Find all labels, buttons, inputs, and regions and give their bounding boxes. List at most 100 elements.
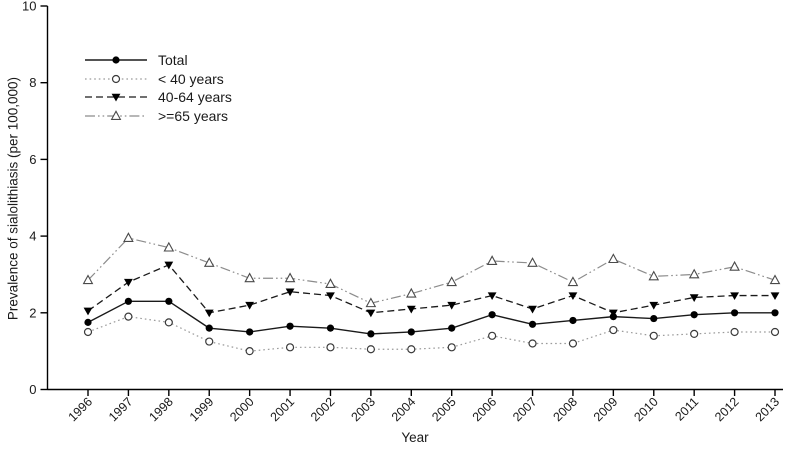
legend-item-65-plus: >=65 years (85, 107, 232, 126)
y-tick-label: 4 (29, 229, 36, 244)
legend-sample-filled-triangle-dashed-line-icon (85, 94, 147, 102)
series-line-40-years (87, 316, 775, 352)
legend-item-total: Total (85, 51, 232, 70)
x-tick-label: 2000 (227, 395, 257, 425)
open-circle-marker (447, 343, 456, 352)
y-tick-label: 10 (22, 0, 36, 14)
filled-circle-marker (286, 322, 294, 330)
legend-marker (111, 74, 121, 83)
series-line-total (87, 300, 775, 335)
open-triangle-up-marker (325, 278, 336, 288)
open-circle-marker (124, 312, 133, 321)
y-axis-ticks: 0 2 4 6 8 10 (22, 0, 48, 397)
filled-circle-marker (488, 311, 496, 319)
x-tick-label: 2001 (268, 395, 298, 425)
y-tick-label: 6 (29, 152, 36, 167)
x-tick-label: 2003 (348, 395, 378, 425)
filled-triangle-down-marker (245, 301, 255, 310)
open-triangle-up-marker (163, 241, 175, 252)
open-circle-marker (285, 343, 295, 352)
legend-marker (110, 109, 122, 120)
filled-circle-marker (326, 324, 335, 332)
open-circle-marker (205, 337, 214, 346)
open-triangle-up-marker (405, 287, 417, 298)
legend: Total < 40 years 40-64 years >=65 years (85, 51, 232, 125)
open-triangle-up-marker (244, 272, 255, 283)
filled-circle-marker (84, 318, 92, 326)
open-triangle-up-marker (648, 270, 660, 281)
filled-circle-marker (448, 324, 456, 332)
y-tick-label: 2 (29, 305, 36, 320)
open-triangle-up-marker (567, 276, 579, 287)
open-triangle-up-marker (688, 268, 700, 279)
series-total (84, 297, 779, 338)
filled-triangle-down-marker (568, 292, 578, 301)
open-triangle-up-marker (769, 274, 781, 285)
filled-circle-marker (569, 316, 577, 325)
filled-triangle-down-marker (406, 305, 416, 314)
y-axis-title: Prevalence of sialolithiasis (per 100,00… (5, 76, 21, 321)
filled-triangle-down-marker (447, 301, 457, 310)
filled-triangle-down-marker (326, 292, 335, 301)
open-circle-marker (730, 327, 739, 337)
y-tick-label: 0 (29, 382, 36, 397)
filled-triangle-down-marker (689, 294, 699, 302)
filled-circle-marker (246, 328, 254, 336)
x-tick-label: 2007 (510, 395, 540, 425)
open-circle-marker (770, 327, 780, 337)
filled-triangle-down-marker (608, 309, 618, 318)
legend-label-under-40: < 40 years (158, 70, 224, 87)
open-triangle-up-marker (203, 257, 215, 267)
filled-triangle-down-marker (204, 309, 214, 318)
filled-circle-marker (165, 297, 173, 305)
open-triangle-up-marker (446, 276, 458, 287)
open-circle-marker (366, 345, 375, 354)
x-axis-title: Year (401, 430, 429, 445)
legend-label-65-plus: >=65 years (158, 107, 229, 124)
filled-circle-marker (205, 324, 213, 332)
series-65-years (82, 232, 781, 308)
filled-triangle-down-marker (730, 292, 739, 301)
open-triangle-up-marker (527, 257, 538, 267)
open-triangle-up-marker (365, 297, 377, 308)
legend-marker (111, 94, 121, 102)
x-tick-label: 1998 (146, 395, 176, 425)
x-tick-label: 2005 (429, 395, 459, 425)
filled-triangle-down-marker (770, 292, 780, 301)
filled-triangle-down-marker (285, 288, 295, 297)
filled-triangle-down-marker (124, 278, 133, 287)
legend-label-total: Total (158, 52, 188, 69)
series-40-years (83, 312, 780, 356)
open-circle-marker (326, 343, 335, 352)
filled-triangle-down-marker (487, 292, 497, 301)
legend-sample-open-circle-dotted-line-icon (85, 74, 147, 83)
x-tick-label: 2008 (550, 395, 580, 425)
y-tick-label: 8 (29, 75, 36, 90)
filled-triangle-down-marker (528, 305, 537, 314)
open-triangle-up-marker (110, 109, 122, 120)
filled-circle-marker (771, 309, 779, 317)
filled-circle-marker (112, 56, 120, 64)
open-triangle-up-marker (123, 232, 134, 242)
series-line-40-64-years (87, 264, 775, 314)
legend-item-under-40: < 40 years (85, 70, 232, 89)
open-triangle-up-marker (729, 260, 740, 271)
x-tick-label: 2009 (591, 395, 621, 425)
x-tick-label: 2012 (712, 395, 742, 425)
open-triangle-up-marker (82, 274, 94, 285)
x-tick-label: 2011 (672, 395, 701, 424)
filled-triangle-down-marker (111, 94, 121, 102)
filled-circle-marker (124, 297, 133, 305)
legend-label-40-64: 40-64 years (158, 89, 232, 106)
axes (46, 6, 783, 391)
legend-sample-filled-circle-solid-line-icon (85, 56, 147, 64)
open-circle-marker (609, 325, 618, 335)
filled-circle-marker (690, 311, 698, 319)
open-circle-marker (111, 74, 121, 83)
legend-sample-open-triangle-dashdot-line-icon (85, 109, 147, 120)
legend-marker (112, 56, 120, 64)
x-axis-ticks: 1996 1997 1998 1999 2000 2001 2002 2003 2004 2005… (66, 389, 782, 425)
filled-triangle-down-marker (649, 301, 659, 310)
filled-triangle-down-marker (164, 261, 174, 270)
